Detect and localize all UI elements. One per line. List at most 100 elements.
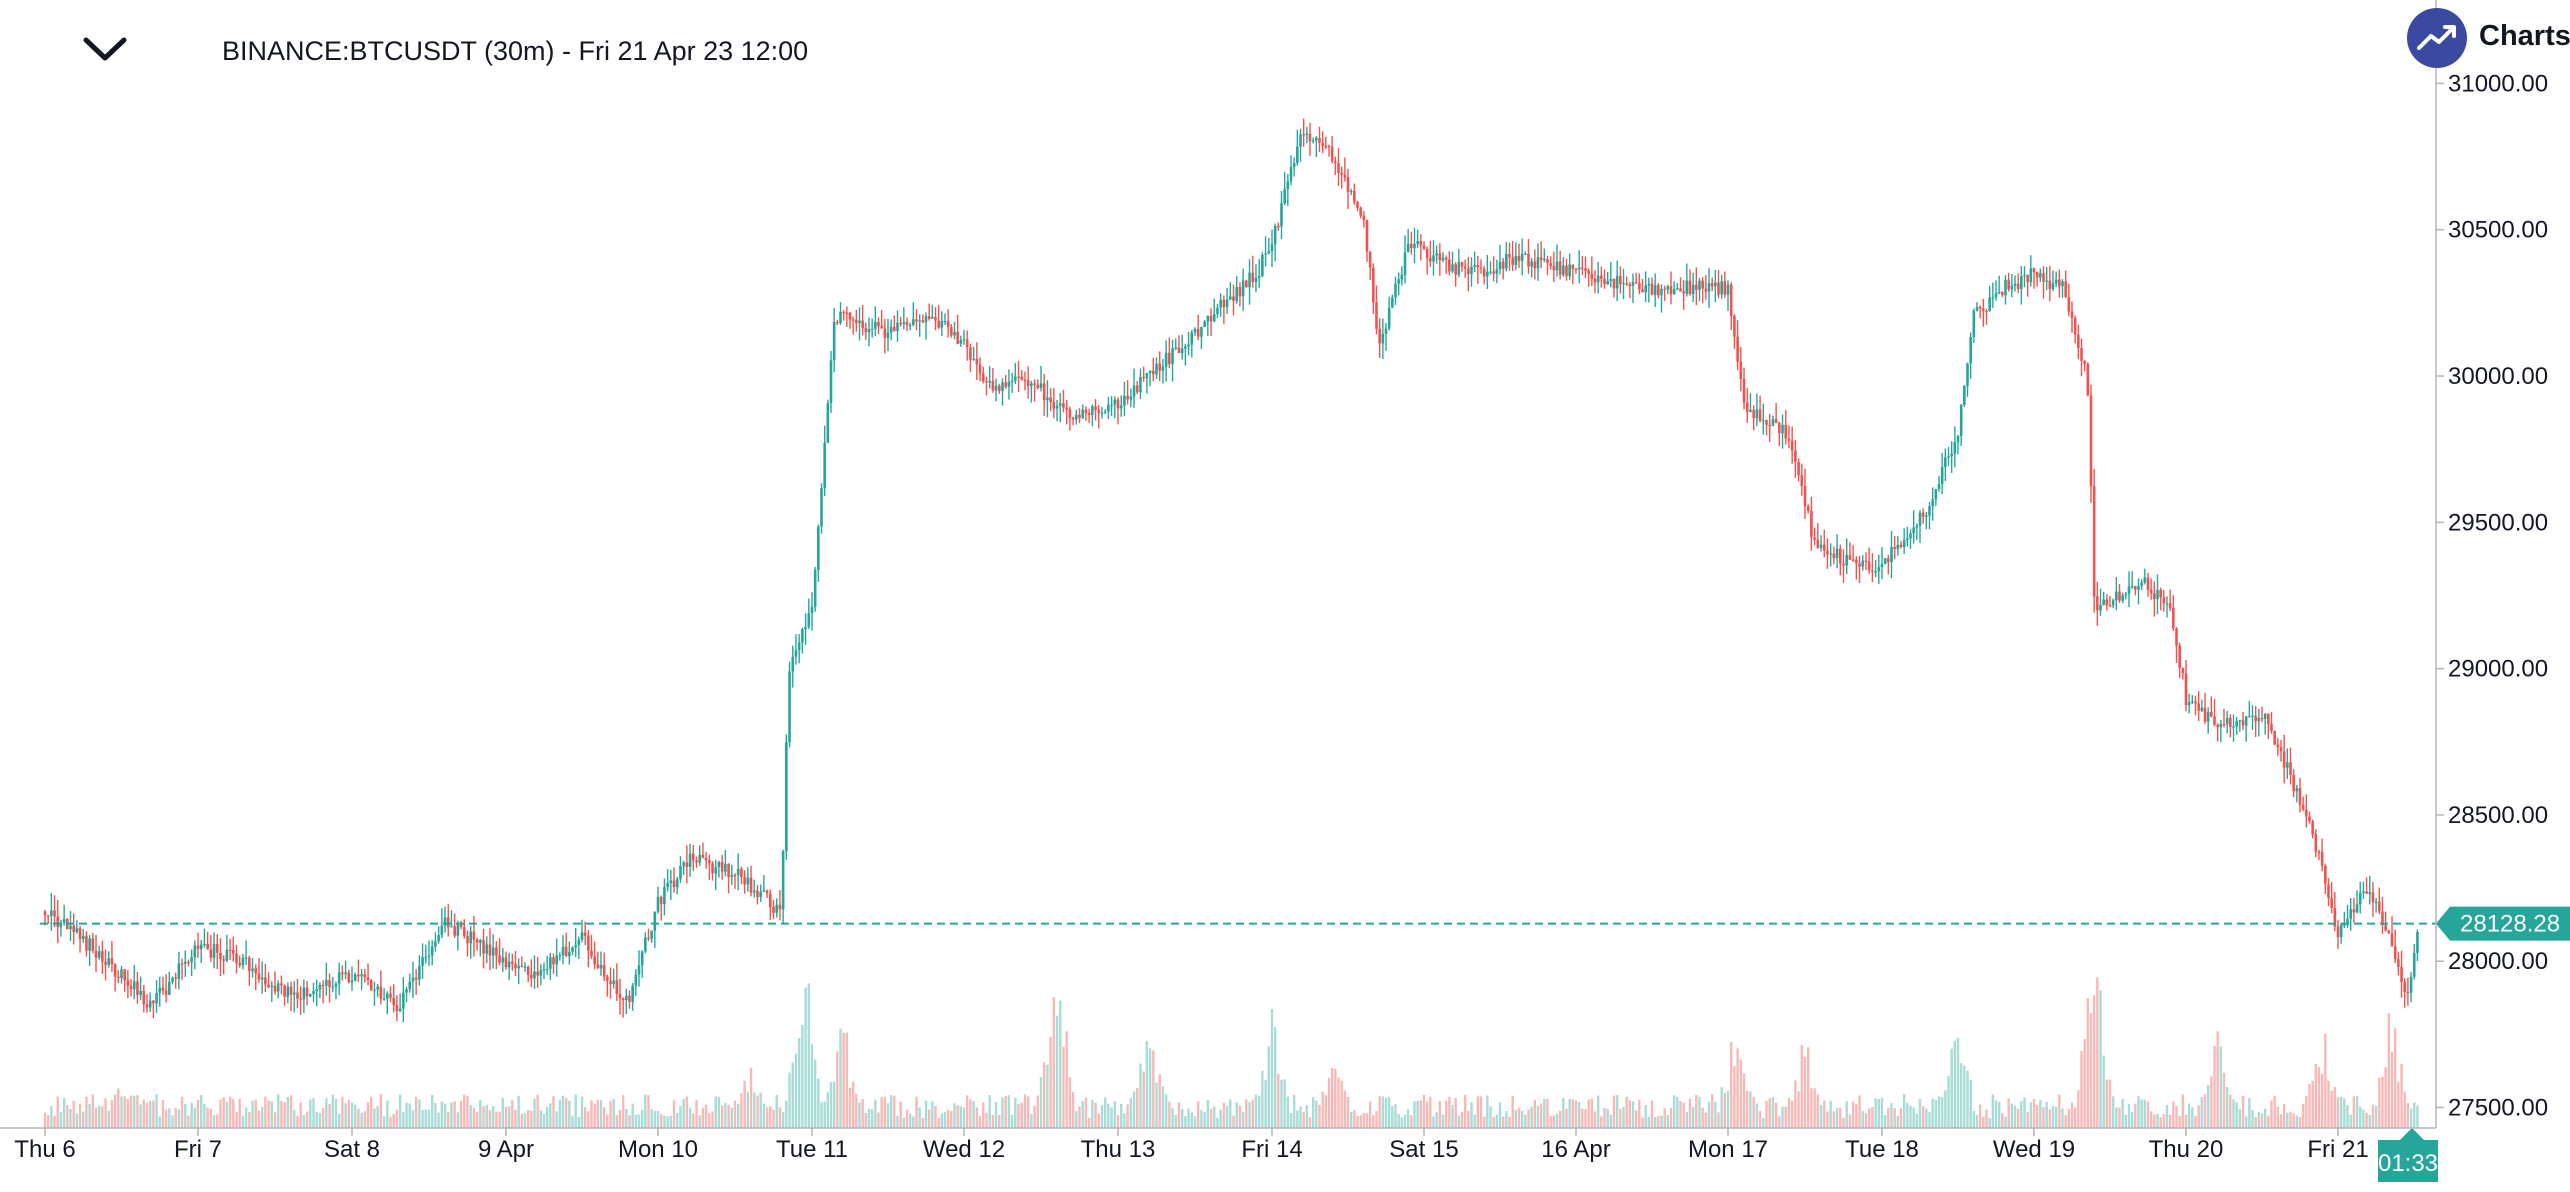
volume-bar [2181, 1094, 2185, 1128]
candle [1584, 256, 1587, 279]
candle [708, 854, 711, 881]
candle [434, 932, 437, 952]
candle [2279, 740, 2283, 762]
candle [1944, 448, 1947, 482]
volume-bar [1254, 1094, 1258, 1128]
candle [190, 949, 193, 976]
volume-bar [1330, 1068, 1334, 1128]
volume-bar [466, 1096, 469, 1128]
volume-bar [1014, 1097, 1017, 1128]
candle [1778, 421, 1781, 447]
volume-bar [1609, 1114, 1613, 1128]
candle [1774, 402, 1778, 424]
candle [682, 860, 685, 875]
candle [675, 876, 679, 895]
volume-bar [184, 1103, 187, 1128]
volume-bar [241, 1115, 245, 1128]
brand-logo[interactable]: Charts p [2405, 6, 2570, 72]
candle [1536, 243, 1540, 281]
volume-bar [1039, 1077, 1043, 1128]
volume-bar [177, 1109, 181, 1128]
volume-bar [946, 1109, 950, 1128]
candle [807, 598, 811, 630]
volume-bar [606, 1114, 609, 1128]
candle [1498, 244, 1502, 275]
candle [940, 311, 944, 337]
volume-bar [296, 1115, 299, 1128]
chevron-down-icon[interactable] [82, 32, 128, 64]
candle [880, 309, 883, 329]
candle [94, 934, 98, 972]
axis-layer: 27500.0028000.0028500.0029000.0029500.00… [0, 0, 2548, 1163]
candle [120, 965, 123, 984]
candle [896, 310, 899, 342]
volume-bar [1622, 1106, 1625, 1128]
volume-bar [1593, 1111, 1597, 1128]
x-tick-label: Thu 6 [14, 1136, 75, 1163]
volume-bar [740, 1093, 743, 1128]
candle [599, 951, 603, 976]
volume-bar [1197, 1101, 1200, 1128]
volume-bar [193, 1107, 197, 1128]
candle [1419, 234, 1423, 261]
volume-bar [1546, 1098, 1549, 1128]
candle [2175, 626, 2178, 663]
volume-bar [1991, 1094, 1995, 1128]
volume-bar [1956, 1037, 1960, 1128]
volume-bar [2336, 1097, 2340, 1128]
volume-bar [289, 1095, 293, 1128]
volume-bar [190, 1102, 193, 1128]
volume-bar [1343, 1090, 1347, 1128]
volume-bar [1720, 1087, 1723, 1128]
candle [1463, 259, 1467, 278]
volume-bar [1184, 1116, 1187, 1128]
volume-bar [2115, 1107, 2118, 1128]
candle [501, 948, 505, 972]
candle [861, 305, 864, 336]
volume-bar [765, 1107, 769, 1128]
candle [280, 975, 283, 995]
candle [1963, 385, 1966, 408]
volume-bar [2184, 1114, 2188, 1128]
volume-bar [1606, 1108, 1609, 1128]
candle [1187, 331, 1190, 356]
candle [398, 993, 402, 1013]
volume-bar [602, 1107, 606, 1128]
volume-bar [804, 987, 807, 1128]
volume-bar [2371, 1104, 2375, 1128]
volume-bar [1501, 1116, 1505, 1128]
candle [1997, 275, 2001, 295]
volume-bar [2070, 1102, 2074, 1128]
candle [1391, 294, 1394, 309]
volume-bar [733, 1100, 737, 1128]
volume-bar [596, 1100, 600, 1128]
candle [549, 952, 552, 980]
volume-bar [1778, 1116, 1781, 1128]
candle [129, 979, 133, 997]
volume-bar [1666, 1115, 1670, 1128]
volume-bar [1094, 1102, 1097, 1128]
volume-bar [1049, 1036, 1052, 1128]
volume-bar [1110, 1107, 1113, 1128]
volume-bar [1302, 1111, 1305, 1128]
volume-bar [145, 1102, 149, 1128]
candle [1155, 357, 1158, 380]
candle [644, 932, 647, 954]
candle [1906, 526, 1909, 547]
volume-bar [1978, 1104, 1982, 1128]
candle [1612, 278, 1616, 298]
candle [1628, 282, 1632, 299]
volume-bar [2146, 1101, 2150, 1128]
candle [267, 972, 270, 989]
volume-bar [376, 1106, 379, 1128]
volume-bar [2175, 1105, 2178, 1128]
candle [851, 316, 855, 335]
x-tick-label: Tue 18 [1845, 1136, 1919, 1163]
candle [1429, 240, 1432, 267]
candle [1315, 136, 1318, 157]
volume-bar [1603, 1107, 1606, 1128]
volume-bar [552, 1096, 555, 1128]
volume-bar [1457, 1115, 1461, 1128]
